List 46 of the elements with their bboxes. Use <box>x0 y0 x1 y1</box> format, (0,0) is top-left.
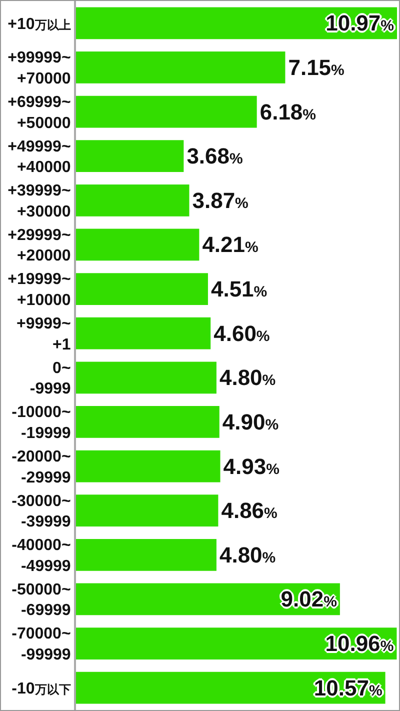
data-label: 4.51% <box>210 276 268 302</box>
bar <box>76 140 184 172</box>
data-label: 9.02% <box>280 586 337 612</box>
bar <box>76 317 211 350</box>
y-tick-label: +99999~ +70000 <box>8 50 71 88</box>
data-label: 4.60% <box>214 320 270 346</box>
bar <box>76 628 397 660</box>
bar <box>76 494 218 527</box>
bar <box>76 7 397 40</box>
bar <box>76 228 200 261</box>
bar <box>76 450 220 482</box>
y-tick-label: -70000~ -99999 <box>12 626 71 664</box>
data-label: 4.86% <box>221 498 278 524</box>
data-label: 10.96% <box>325 631 394 656</box>
y-tick-label: -10000~ -19999 <box>12 404 71 442</box>
y-tick-label: -30000~ -39999 <box>12 492 71 531</box>
data-label: 4.93% <box>223 454 280 479</box>
y-tick-label: +19999~ +10000 <box>8 271 71 310</box>
data-label: 4.80% <box>219 365 276 390</box>
y-tick-label: +9999~ +1 <box>16 316 71 354</box>
data-label: 4.90% <box>222 409 279 434</box>
y-tick-label: -10万以下 <box>12 680 71 698</box>
y-tick-label: -20000~ -29999 <box>12 448 71 486</box>
y-tick-label: +49999~ +40000 <box>8 138 71 176</box>
data-label: 4.21% <box>202 232 258 258</box>
y-tick-label: -50000~ -69999 <box>12 581 71 620</box>
y-tick-label: +29999~ +20000 <box>8 226 71 265</box>
y-tick-label: +39999~ +30000 <box>8 182 71 220</box>
data-label: 3.68% <box>186 144 243 169</box>
data-label: 4.80% <box>219 542 276 568</box>
data-label: 10.57% <box>314 675 382 700</box>
data-label: 3.87% <box>192 188 248 213</box>
bar <box>76 406 220 438</box>
data-label: 6.18% <box>260 99 316 124</box>
bar <box>76 96 257 128</box>
bar <box>76 362 216 394</box>
y-tick-label: +10万以上 <box>8 16 71 33</box>
data-label: 7.15% <box>288 54 344 80</box>
bar <box>76 52 286 84</box>
y-tick-label: -40000~ -49999 <box>12 537 71 575</box>
data-label: 10.97% <box>326 10 394 36</box>
y-tick-label: 0~ -9999 <box>30 360 71 398</box>
bar <box>76 273 208 305</box>
y-tick-label: +69999~ +50000 <box>8 94 71 132</box>
bar <box>76 184 190 216</box>
bar <box>76 538 216 571</box>
